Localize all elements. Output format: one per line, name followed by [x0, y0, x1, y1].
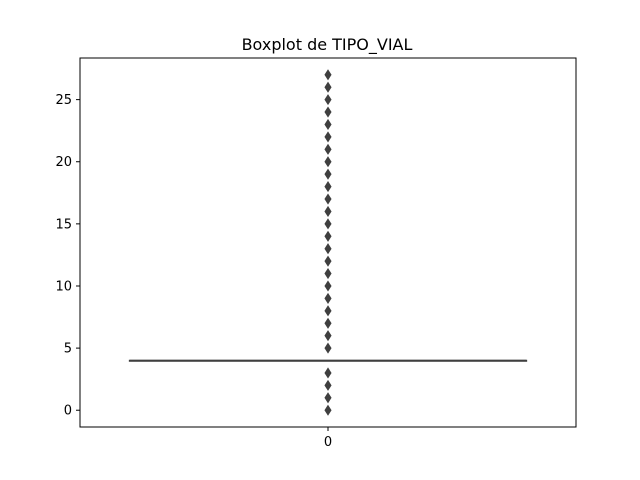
outlier-point: [324, 156, 332, 168]
outlier-point: [324, 268, 332, 280]
outlier-point: [324, 367, 332, 379]
y-axis: 0 5 10 15 20 25: [55, 93, 80, 419]
y-tick-label: 0: [64, 404, 72, 419]
outlier-point: [324, 181, 332, 193]
outlier-point: [324, 193, 332, 205]
outlier-point: [324, 218, 332, 230]
outlier-point: [324, 230, 332, 242]
outlier-point: [324, 243, 332, 255]
outlier-point: [324, 404, 332, 416]
outlier-point: [324, 292, 332, 304]
outlier-point: [324, 280, 332, 292]
chart-title: Boxplot de TIPO_VIAL: [242, 35, 413, 55]
outlier-point: [324, 392, 332, 404]
outlier-point: [324, 131, 332, 143]
outlier-point: [324, 106, 332, 118]
outlier-point: [324, 330, 332, 342]
outlier-point: [324, 317, 332, 329]
y-tick-label: 15: [55, 217, 72, 232]
outlier-point: [324, 342, 332, 354]
outlier-point: [324, 69, 332, 81]
outlier-point: [324, 81, 332, 93]
outlier-point: [324, 255, 332, 267]
plot-area: [128, 69, 528, 416]
outlier-point: [324, 379, 332, 391]
outlier-point: [324, 118, 332, 131]
outlier-point: [324, 205, 332, 217]
outlier-point: [324, 305, 332, 317]
y-tick-label: 5: [64, 342, 72, 357]
outlier-point: [324, 94, 332, 106]
x-axis: 0: [324, 427, 332, 450]
y-tick-label: 20: [55, 155, 72, 170]
outlier-point: [324, 168, 332, 180]
x-tick-label: 0: [324, 435, 332, 450]
outlier-point: [324, 143, 332, 155]
y-tick-label: 25: [55, 93, 72, 108]
y-tick-label: 10: [55, 279, 72, 294]
